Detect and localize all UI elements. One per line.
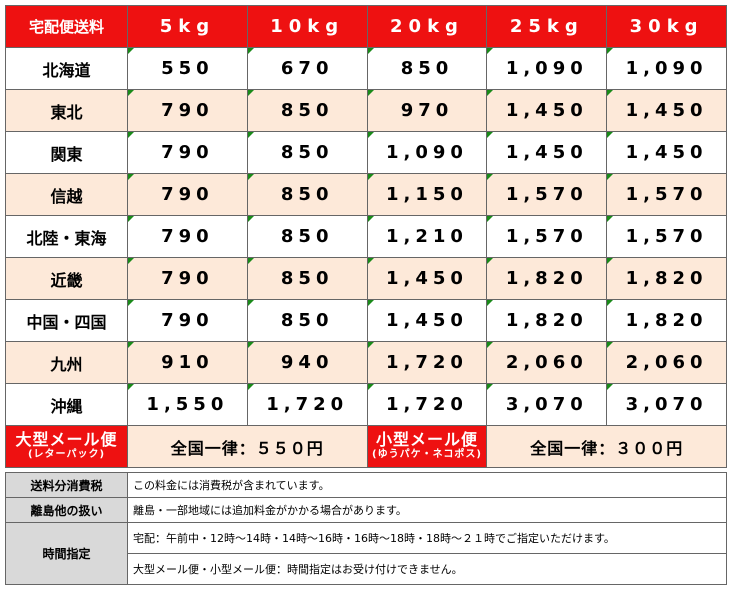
table-row: 東北 790 850 970 1,450 1,450 xyxy=(5,89,727,132)
note-row: 時間指定 宅配：午前中・12時～14時・14時～16時・16時～18時・18時～２… xyxy=(5,522,727,585)
price-cell: 1,210 xyxy=(366,215,488,258)
note-text: 大型メール便・小型メール便：時間指定はお受け付けできません。 xyxy=(127,553,727,585)
price-cell: 1,550 xyxy=(127,383,248,426)
price-cell: 790 xyxy=(127,89,248,132)
table-row: 関東 790 850 1,090 1,450 1,450 xyxy=(5,131,727,174)
note-text: この料金には消費税が含まれています。 xyxy=(127,472,727,498)
price-cell: 670 xyxy=(246,47,368,90)
region-cell: 北海道 xyxy=(5,47,128,90)
region-cell: 信越 xyxy=(5,173,128,216)
price-cell: 1,450 xyxy=(366,257,488,300)
price-cell: 1,820 xyxy=(486,299,608,342)
table-row: 信越 790 850 1,150 1,570 1,570 xyxy=(5,173,727,216)
price-cell: 1,820 xyxy=(606,257,727,300)
price-cell: 1,450 xyxy=(606,89,727,132)
header-cell: 10kg xyxy=(246,5,368,48)
price-cell: 1,450 xyxy=(486,131,608,174)
price-cell: 1,570 xyxy=(486,215,608,258)
price-cell: 1,570 xyxy=(486,173,608,216)
price-cell: 1,150 xyxy=(366,173,488,216)
note-label: 離島他の扱い xyxy=(5,497,128,523)
price-cell: 1,090 xyxy=(486,47,608,90)
mail-name: 大型メール便 (レターパック) xyxy=(5,425,128,468)
mail-sub: (レターパック) xyxy=(27,448,106,460)
price-cell: 2,060 xyxy=(486,341,608,384)
price-cell: 910 xyxy=(127,341,248,384)
table-row: 沖縄 1,550 1,720 1,720 3,070 3,070 xyxy=(5,383,727,426)
price-cell: 1,820 xyxy=(606,299,727,342)
price-cell: 1,450 xyxy=(486,89,608,132)
price-cell: 1,570 xyxy=(606,173,727,216)
price-cell: 2,060 xyxy=(606,341,727,384)
price-cell: 1,090 xyxy=(606,47,727,90)
mail-name: 小型メール便 (ゆうパケ・ネコポス) xyxy=(366,425,488,468)
notes-table: 送料分消費税 この料金には消費税が含まれています。 離島他の扱い 離島・一部地域には追… xyxy=(5,472,727,585)
price-cell: 3,070 xyxy=(486,383,608,426)
header-cell: 20kg xyxy=(366,5,488,48)
region-cell: 東北 xyxy=(5,89,128,132)
table-row: 近畿 790 850 1,450 1,820 1,820 xyxy=(5,257,727,300)
header-cell: 25kg xyxy=(486,5,608,48)
price-cell: 850 xyxy=(246,173,368,216)
price-cell: 850 xyxy=(246,215,368,258)
table-row: 北海道 550 670 850 1,090 1,090 xyxy=(5,47,727,90)
price-cell: 1,450 xyxy=(606,131,727,174)
note-row: 送料分消費税 この料金には消費税が含まれています。 xyxy=(5,472,727,498)
price-cell: 1,720 xyxy=(246,383,368,426)
note-text: 宅配：午前中・12時～14時・14時～16時・16時～18時・18時～２１時でご… xyxy=(127,522,727,554)
mail-title: 大型メール便 xyxy=(15,429,118,449)
mail-price: 全国一律：５５０円 xyxy=(127,425,368,468)
price-cell: 850 xyxy=(366,47,488,90)
price-cell: 850 xyxy=(246,299,368,342)
price-cell: 850 xyxy=(246,89,368,132)
price-cell: 3,070 xyxy=(606,383,727,426)
price-cell: 1,820 xyxy=(486,257,608,300)
header-cell: 5kg xyxy=(127,5,248,48)
region-cell: 中国・四国 xyxy=(5,299,128,342)
table-row: 九州 910 940 1,720 2,060 2,060 xyxy=(5,341,727,384)
price-cell: 1,720 xyxy=(366,383,488,426)
header-cell: 宅配便送料 xyxy=(5,5,128,48)
table-row: 北陸・東海 790 850 1,210 1,570 1,570 xyxy=(5,215,727,258)
price-cell: 790 xyxy=(127,257,248,300)
region-cell: 沖縄 xyxy=(5,383,128,426)
price-cell: 790 xyxy=(127,215,248,258)
mail-sub: (ゆうパケ・ネコポス) xyxy=(372,448,482,460)
region-cell: 九州 xyxy=(5,341,128,384)
note-row: 大型メール便・小型メール便：時間指定はお受け付けできません。 xyxy=(6,553,727,585)
price-cell: 1,570 xyxy=(606,215,727,258)
price-cell: 970 xyxy=(366,89,488,132)
price-cell: 1,090 xyxy=(366,131,488,174)
note-label: 時間指定 xyxy=(5,522,128,585)
price-cell: 790 xyxy=(127,173,248,216)
price-cell: 1,720 xyxy=(366,341,488,384)
table-row: 中国・四国 790 850 1,450 1,820 1,820 xyxy=(5,299,727,342)
price-cell: 1,450 xyxy=(366,299,488,342)
price-cell: 850 xyxy=(246,131,368,174)
price-cell: 940 xyxy=(246,341,368,384)
shipping-table: 宅配便送料 5kg 10kg 20kg 25kg 30kg 北海道 550 670 850 1,09… xyxy=(5,5,727,468)
region-cell: 北陸・東海 xyxy=(5,215,128,258)
price-cell: 790 xyxy=(127,299,248,342)
region-cell: 近畿 xyxy=(5,257,128,300)
price-cell: 550 xyxy=(127,47,248,90)
header-row: 宅配便送料 5kg 10kg 20kg 25kg 30kg xyxy=(5,5,727,48)
note-text: 離島・一部地域には追加料金がかかる場合があります。 xyxy=(127,497,727,523)
mail-price: 全国一律：３００円 xyxy=(486,425,727,468)
price-cell: 790 xyxy=(127,131,248,174)
mail-row: 大型メール便 (レターパック) 全国一律：５５０円 小型メール便 (ゆうパケ・ネコポス)… xyxy=(5,425,727,468)
price-cell: 850 xyxy=(246,257,368,300)
mail-title: 小型メール便 xyxy=(375,429,478,449)
header-cell: 30kg xyxy=(606,5,727,48)
note-label: 送料分消費税 xyxy=(5,472,128,498)
note-row: 離島他の扱い 離島・一部地域には追加料金がかかる場合があります。 xyxy=(5,497,727,523)
region-cell: 関東 xyxy=(5,131,128,174)
